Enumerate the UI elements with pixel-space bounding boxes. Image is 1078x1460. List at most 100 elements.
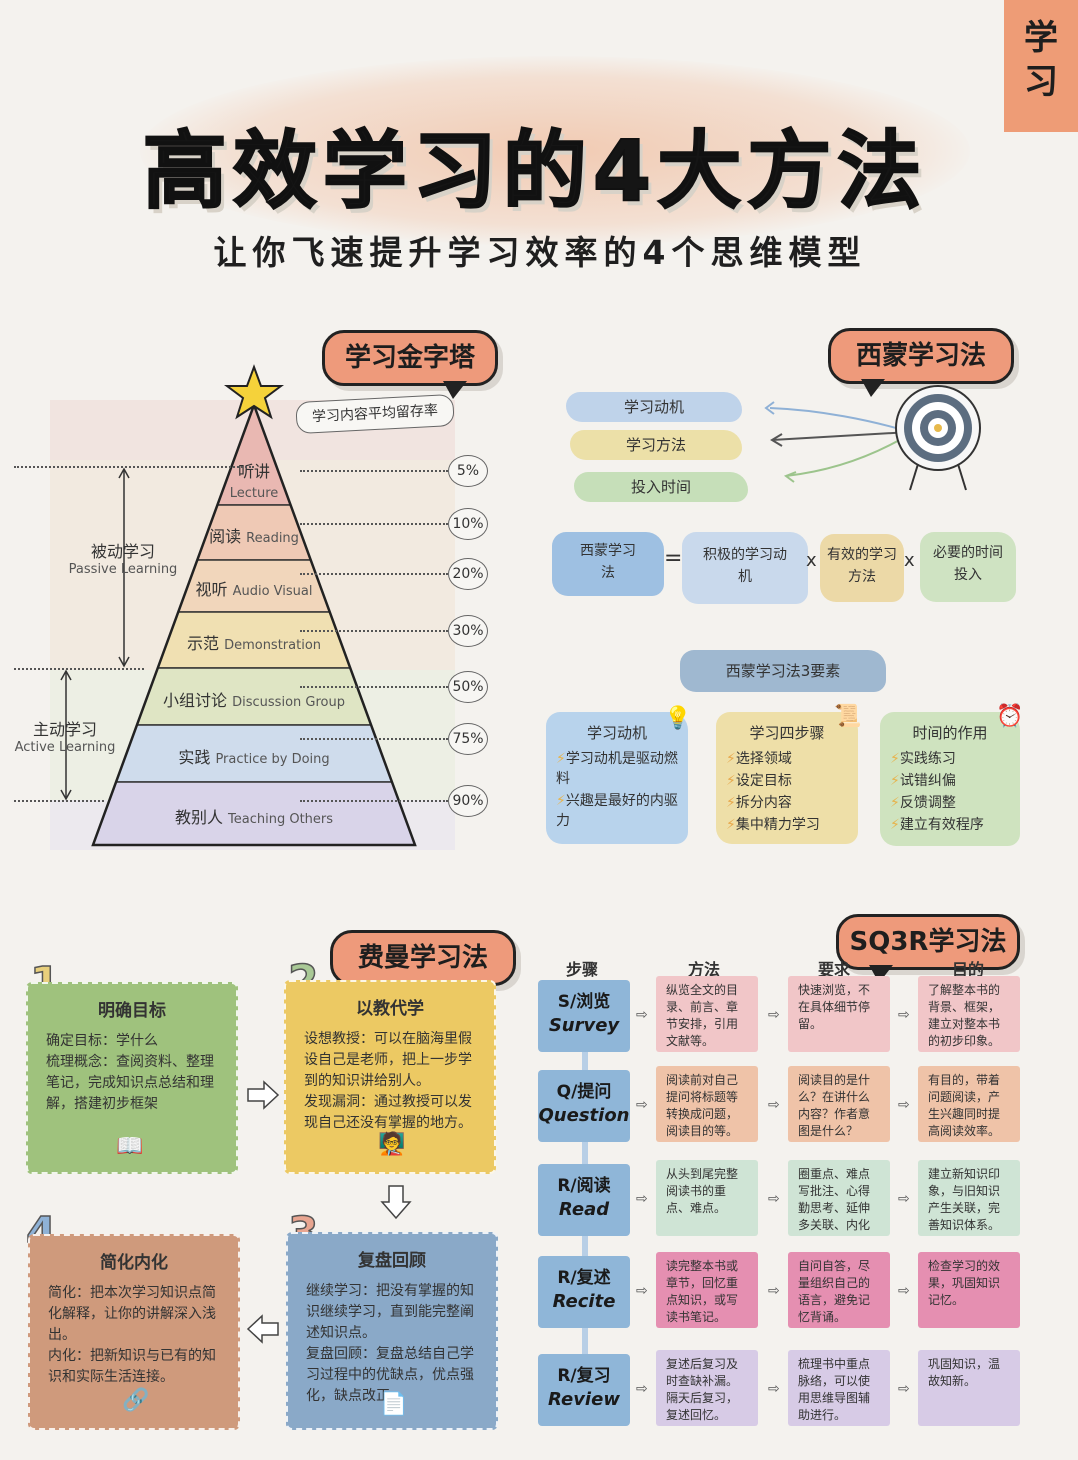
- element-item: ⚡拆分内容: [726, 795, 792, 811]
- arrow-down-icon: [380, 1185, 412, 1220]
- feynman-card-review: 复盘回顾 继续学习：把没有掌握的知识继续学习，直到能完整阐述知识点。 复盘回顾：…: [286, 1232, 498, 1430]
- page-subtitle: 让你飞速提升学习效率的4个思维模型: [213, 233, 867, 272]
- col-header-purpose: 目的: [952, 960, 985, 979]
- sq3r-purpose-cell: 了解整本书的背景、框架，建立对整本书的初步印象。: [918, 976, 1020, 1052]
- formula-part-motivation: 积极的学习动机: [682, 532, 808, 604]
- corner-tag: 学 习: [1004, 0, 1078, 132]
- dotted-leader-line: [300, 738, 448, 740]
- element-item: ⚡试错纠偏: [890, 773, 956, 789]
- col-header-step: 步骤: [566, 960, 599, 979]
- pyramid-bubble: 学习金字塔: [322, 330, 498, 399]
- book-icon: 📖: [116, 1134, 144, 1159]
- card-title: 明确目标: [98, 1001, 166, 1021]
- passive-learning-label: 被动学习 Passive Learning: [58, 538, 188, 577]
- element-item: ⚡设定目标: [726, 773, 792, 789]
- arrow-right-icon: ⇨: [768, 1381, 780, 1397]
- formula-left: 西蒙学习法: [552, 532, 664, 596]
- arrow-right-icon: ⇨: [768, 1191, 780, 1207]
- dotted-leader-line: [300, 630, 448, 632]
- passive-en: Passive Learning: [68, 562, 178, 577]
- passive-cn: 被动学习: [90, 542, 155, 561]
- retention-percent: 50%: [448, 671, 488, 703]
- page-title: 高效学习的4大方法: [142, 121, 928, 221]
- arrow-right-icon: [247, 1080, 280, 1110]
- arrow-right-icon: ⇨: [898, 1283, 910, 1299]
- dotted-leader-line: [300, 470, 448, 472]
- arrow-right-icon: ⇨: [636, 1007, 648, 1023]
- arrow-right-icon: ⇨: [768, 1007, 780, 1023]
- pyramid-level-label: 实践 Practice by Doing: [178, 747, 330, 767]
- formula-part-method: 有效的学习方法: [820, 534, 904, 602]
- simon-bubble: 西蒙学习法: [828, 328, 1014, 397]
- pyramid-level-label: 教别人 Teaching Others: [174, 807, 334, 827]
- element-item: ⚡反馈调整: [890, 795, 956, 811]
- arrow-right-icon: ⇨: [768, 1097, 780, 1113]
- element-item: ⚡学习动机是驱动燃料: [556, 751, 678, 787]
- card-title: 复盘回顾: [358, 1251, 426, 1271]
- simon-element-motivation: 学习动机 ⚡学习动机是驱动燃料 ⚡兴趣是最好的内驱力: [546, 712, 688, 844]
- sq3r-step: S/浏览 Survey: [538, 980, 630, 1052]
- formula-times: x: [806, 550, 817, 571]
- retention-percent: 5%: [448, 455, 488, 487]
- arrow-left-icon: [246, 1314, 279, 1344]
- sq3r-requirement-cell: 快速浏览，不在具体细节停留。: [788, 976, 890, 1052]
- card-title: 以教代学: [356, 999, 424, 1019]
- sq3r-step: R/阅读 Read: [538, 1164, 630, 1236]
- sq3r-bubble: SQ3R学习法: [836, 914, 1020, 983]
- col-header-method: 方法: [688, 960, 721, 979]
- sq3r-purpose-cell: 巩固知识，温故知新。: [918, 1350, 1020, 1426]
- sq3r-step: R/复述 Recite: [538, 1256, 630, 1328]
- arrow-right-icon: ⇨: [898, 1381, 910, 1397]
- sq3r-requirement-cell: 圈重点、难点写批注、心得勤思考、延伸多关联、内化: [788, 1160, 890, 1236]
- simon-input-time: 投入时间: [574, 472, 748, 502]
- formula-part-time: 必要的时间投入: [920, 532, 1016, 602]
- sq3r-method-cell: 从头到尾完整阅读书的重点、难点。: [656, 1160, 758, 1236]
- card-body: 设想教授：可以在脑海里假设自己是老师，把上一步学到的知识讲给别人。 发现漏洞：通…: [304, 1031, 472, 1131]
- active-en: Active Learning: [14, 740, 116, 755]
- sq3r-method-cell: 纵览全文的目录、前言、章节安排，引用文献等。: [656, 976, 758, 1052]
- sq3r-purpose-cell: 有目的，带着问题阅读，产生兴趣同时提高阅读效率。: [918, 1066, 1020, 1142]
- dotted-leader-line: [300, 686, 448, 688]
- dotted-leader-line: [300, 523, 448, 525]
- alarm-clock-icon: ⏰: [996, 704, 1024, 729]
- pyramid-level-label: 阅读 Reading: [209, 526, 299, 546]
- element-item: ⚡选择领域: [726, 751, 792, 767]
- target-icon: [895, 385, 981, 491]
- pyramid-level-label: 小组讨论 Discussion Group: [163, 690, 345, 710]
- retention-percent: 90%: [448, 785, 488, 817]
- arrow-right-icon: ⇨: [636, 1283, 648, 1299]
- target-arrows-graphic: [764, 385, 981, 491]
- arrow-right-icon: ⇨: [636, 1381, 648, 1397]
- active-learning-label: 主动学习 Active Learning: [0, 716, 130, 755]
- sq3r-method-cell: 读完整本书或章节，回忆重点知识，或写读书笔记。: [656, 1252, 758, 1328]
- element-item: ⚡集中精力学习: [726, 817, 820, 833]
- element-item: ⚡实践练习: [890, 751, 956, 767]
- retention-percent: 20%: [448, 558, 488, 590]
- element-title: 学习动机: [586, 724, 647, 742]
- lightbulb-icon: 💡: [664, 706, 692, 731]
- sq3r-purpose-cell: 建立新知识印象，与旧知识产生关联，完善知识体系。: [918, 1160, 1020, 1236]
- pyramid-level-label: 视听 Audio Visual: [195, 580, 313, 599]
- dotted-leader-line: [300, 573, 448, 575]
- element-title: 时间的作用: [912, 724, 988, 742]
- dotted-leader-line: [300, 800, 448, 802]
- card-body: 确定目标：学什么 梳理概念：查阅资料、整理笔记，完成知识点总结和理解，搭建初步框…: [46, 1033, 214, 1112]
- arrow-right-icon: ⇨: [898, 1097, 910, 1113]
- element-item: ⚡建立有效程序: [890, 817, 984, 833]
- sq3r-requirement-cell: 自问自答，尽量组织自己的语言，避免记忆背诵。: [788, 1252, 890, 1328]
- feynman-bubble: 费曼学习法: [330, 930, 516, 999]
- element-title: 学习四步骤: [749, 724, 825, 742]
- retention-percent: 10%: [448, 508, 488, 540]
- formula-equals: =: [664, 546, 683, 571]
- sq3r-step: R/复习 Review: [538, 1354, 630, 1426]
- card-title: 简化内化: [100, 1253, 168, 1273]
- dotted-guide-line: [14, 668, 144, 670]
- network-icon: 🔗: [122, 1388, 150, 1413]
- document-icon: 📄: [380, 1392, 408, 1417]
- sq3r-method-cell: 复述后复习及时查缺补漏。隔天后复习，复述回忆。: [656, 1350, 758, 1426]
- feynman-card-teach: 以教代学 设想教授：可以在脑海里假设自己是老师，把上一步学到的知识讲给别人。 发…: [284, 980, 496, 1174]
- feynman-card-goal: 明确目标 确定目标：学什么 梳理概念：查阅资料、整理笔记，完成知识点总结和理解，…: [26, 982, 238, 1174]
- simon-input-motivation: 学习动机: [566, 392, 742, 422]
- col-header-requirement: 要求: [818, 960, 851, 979]
- sq3r-purpose-cell: 检查学习的效果，巩固知识记忆。: [918, 1252, 1020, 1328]
